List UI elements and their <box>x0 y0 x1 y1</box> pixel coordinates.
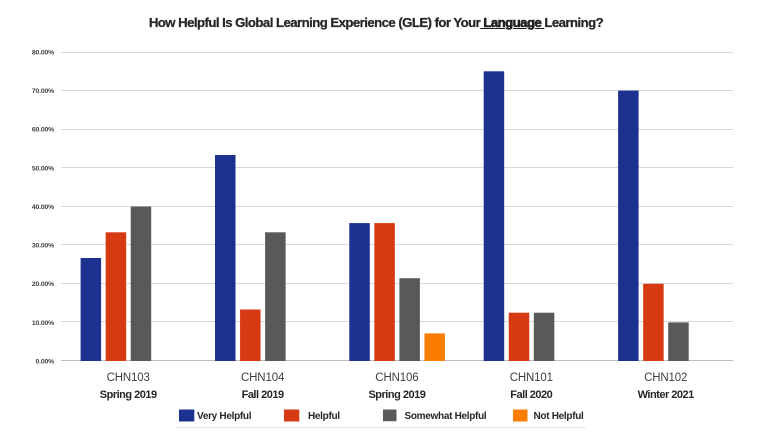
svg-text:Fall 2019: Fall 2019 <box>242 389 284 401</box>
svg-text:Winter 2021: Winter 2021 <box>638 389 695 401</box>
svg-text:0.00%: 0.00% <box>35 358 54 365</box>
svg-text:Fall 2020: Fall 2020 <box>510 389 552 401</box>
svg-text:Spring 2019: Spring 2019 <box>100 389 157 401</box>
svg-text:Helpful: Helpful <box>308 411 340 422</box>
svg-text:80.00%: 80.00% <box>32 49 54 56</box>
svg-text:CHN104: CHN104 <box>241 372 285 384</box>
svg-text:40.00%: 40.00% <box>32 204 54 211</box>
svg-text:50.00%: 50.00% <box>32 165 54 172</box>
svg-text:Spring 2019: Spring 2019 <box>368 389 425 401</box>
svg-text:10.00%: 10.00% <box>32 320 54 327</box>
svg-text:20.00%: 20.00% <box>32 281 54 288</box>
svg-text:CHN102: CHN102 <box>644 372 687 384</box>
svg-text:CHN103: CHN103 <box>107 372 150 384</box>
svg-text:Not Helpful: Not Helpful <box>534 411 585 422</box>
svg-text:30.00%: 30.00% <box>32 243 54 250</box>
svg-text:CHN101: CHN101 <box>510 372 553 384</box>
svg-text:60.00%: 60.00% <box>32 127 54 134</box>
svg-text:70.00%: 70.00% <box>32 88 54 95</box>
svg-text:Somewhat Helpful: Somewhat Helpful <box>405 411 487 422</box>
svg-text:CHN106: CHN106 <box>375 372 418 384</box>
svg-text:Very Helpful: Very Helpful <box>197 411 252 422</box>
